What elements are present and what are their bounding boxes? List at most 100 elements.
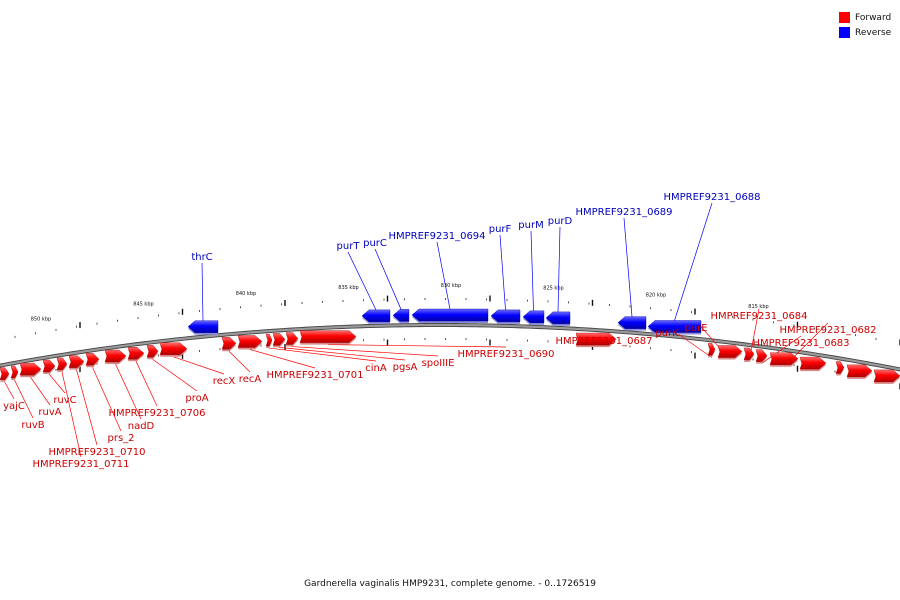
gene-label-hmpref9231-0688[interactable]: HMPREF9231_0688	[663, 192, 760, 203]
gene-purf[interactable]	[490, 309, 521, 323]
leader-line-hmpref9231-0689	[623, 217, 633, 317]
genome-backbone	[0, 323, 900, 371]
gene-label-purd[interactable]: purD	[548, 216, 573, 227]
gene-label-pure[interactable]: purE	[684, 323, 707, 334]
leader-line-hmpref9231-0694	[436, 241, 451, 310]
gene-pure[interactable]	[717, 345, 743, 358]
leader-line-spoiiie	[291, 346, 439, 357]
leader-line-hmpref9231-0688	[674, 202, 713, 321]
reverse-swatch-icon	[839, 27, 850, 38]
gene-label-purt[interactable]: purT	[337, 241, 361, 252]
gene-label-hmpref9231-0710[interactable]: HMPREF9231_0710	[48, 447, 145, 458]
gene-label-reca[interactable]: recA	[239, 374, 262, 385]
forward-swatch-icon	[839, 12, 850, 23]
leader-line-purc	[374, 248, 402, 310]
gene-recx[interactable]	[159, 342, 188, 356]
kbp-label-830: 830 kbp	[441, 283, 461, 289]
gene-label-hmpref9231-0711[interactable]: HMPREF9231_0711	[32, 459, 129, 470]
leader-line-hmpref9231-0711	[61, 371, 82, 458]
gene-label-spoiiie[interactable]: spoIIIE	[422, 358, 455, 369]
gene-hmpref9231-0710[interactable]	[68, 355, 85, 368]
kbp-label-820: 820 kbp	[646, 293, 666, 299]
gene-ruva[interactable]	[19, 362, 42, 376]
leader-line-ruvb	[14, 379, 34, 419]
gene-label-ruvb[interactable]: ruvB	[21, 420, 44, 431]
gene-hmpref9231-0688[interactable]	[647, 320, 702, 333]
gene-purm[interactable]	[522, 310, 545, 324]
kbp-label-835: 835 kbp	[338, 285, 358, 291]
gene-hmpref9231-0701[interactable]	[237, 335, 263, 348]
gene-hmpref9231-0706[interactable]	[127, 347, 145, 360]
gene-label-purm[interactable]: purM	[518, 220, 543, 231]
gene-proa[interactable]	[146, 345, 159, 358]
gene-feature[interactable]	[835, 361, 845, 374]
gene-label-purc[interactable]: purC	[363, 238, 387, 249]
gene-label-cina[interactable]: cinA	[365, 363, 387, 374]
gene-label-ruva[interactable]: ruvA	[38, 407, 61, 418]
gene-hmpref9231-0683[interactable]	[755, 349, 768, 362]
gene-label-purf[interactable]: purF	[489, 224, 512, 235]
gene-thrc[interactable]	[187, 320, 219, 333]
gene-hmpref9231-0682[interactable]	[769, 352, 799, 365]
gene-reca[interactable]	[221, 337, 237, 350]
leader-line-pgsa	[278, 347, 406, 361]
gene-hmpref9231-0711[interactable]	[56, 357, 68, 371]
leader-line-reca	[228, 351, 251, 373]
gene-cina[interactable]	[265, 333, 273, 347]
gene-label-purk[interactable]: purK	[655, 328, 679, 339]
gene-purd[interactable]	[545, 311, 571, 325]
gene-purk[interactable]	[707, 343, 716, 356]
gene-spoiiie[interactable]	[285, 332, 299, 345]
gene-ruvc[interactable]	[42, 359, 56, 373]
leader-line-yajc	[4, 381, 15, 400]
gene-hmpref9231-0684[interactable]	[743, 347, 755, 361]
gene-label-yajc[interactable]: yajC	[3, 401, 25, 412]
gene-label-hmpref9231-0682[interactable]: HMPREF9231_0682	[779, 325, 876, 336]
gene-label-pgsa[interactable]: pgsA	[393, 362, 418, 373]
leader-line-nadd	[115, 363, 142, 420]
leader-line-ruva	[30, 376, 51, 406]
gene-feature[interactable]	[846, 364, 873, 378]
gene-feature[interactable]	[873, 369, 900, 383]
gene-label-hmpref9231-0683[interactable]: HMPREF9231_0683	[752, 338, 849, 349]
gene-label-ruvc[interactable]: ruvC	[53, 395, 76, 406]
leader-line-hmpref9231-0690	[327, 344, 507, 348]
legend-item-forward: Forward	[839, 10, 891, 25]
gene-label-hmpref9231-0706[interactable]: HMPREF9231_0706	[108, 408, 205, 419]
gene-yajc[interactable]	[0, 367, 10, 380]
leader-line-purm	[530, 230, 534, 311]
legend-label-forward: Forward	[855, 12, 892, 23]
legend-item-reverse: Reverse	[839, 25, 891, 40]
legend: Forward Reverse	[839, 10, 891, 40]
gene-label-hmpref9231-0684[interactable]: HMPREF9231_0684	[710, 311, 807, 322]
gene-purt[interactable]	[361, 309, 391, 323]
gene-label-thrc[interactable]: thrC	[191, 252, 212, 263]
gene-prs-2[interactable]	[85, 353, 100, 366]
gene-label-proa[interactable]: proA	[185, 393, 208, 404]
leader-line-cina	[268, 347, 377, 362]
gene-label-hmpref9231-0690[interactable]: HMPREF9231_0690	[457, 349, 554, 360]
gene-pgsa[interactable]	[272, 333, 286, 346]
leader-line-ruvc	[48, 373, 66, 394]
gene-label-recx[interactable]: recX	[213, 376, 236, 387]
gene-nadd[interactable]	[104, 349, 127, 363]
gene-ruvb[interactable]	[10, 365, 19, 379]
gene-hmpref9231-0690[interactable]	[299, 330, 357, 343]
gene-label-hmpref9231-0694[interactable]: HMPREF9231_0694	[388, 231, 485, 242]
gene-label-hmpref9231-0689[interactable]: HMPREF9231_0689	[575, 207, 672, 218]
gene-hmpref9231-0687[interactable]	[575, 332, 617, 346]
map-caption: Gardnerella vaginalis HMP9231, complete …	[304, 579, 596, 589]
gene-label-nadd[interactable]: nadD	[128, 421, 155, 432]
gene-label-hmpref9231-0701[interactable]: HMPREF9231_0701	[266, 370, 363, 381]
gene-purc[interactable]	[392, 309, 410, 322]
gene-hmpref9231-0689[interactable]	[617, 316, 647, 329]
kbp-label-825: 825 kbp	[543, 286, 563, 292]
leader-line-purf	[499, 234, 506, 310]
gene-label-prs-2[interactable]: prs_2	[107, 433, 134, 444]
gene-label-hmpref9231-0687[interactable]: HMPREF9231_0687	[555, 336, 652, 347]
gene-feature[interactable]	[799, 356, 827, 370]
gene-hmpref9231-0694[interactable]	[411, 308, 489, 322]
leader-line-purd	[557, 226, 561, 312]
kbp-label-850: 850 kbp	[31, 317, 51, 323]
